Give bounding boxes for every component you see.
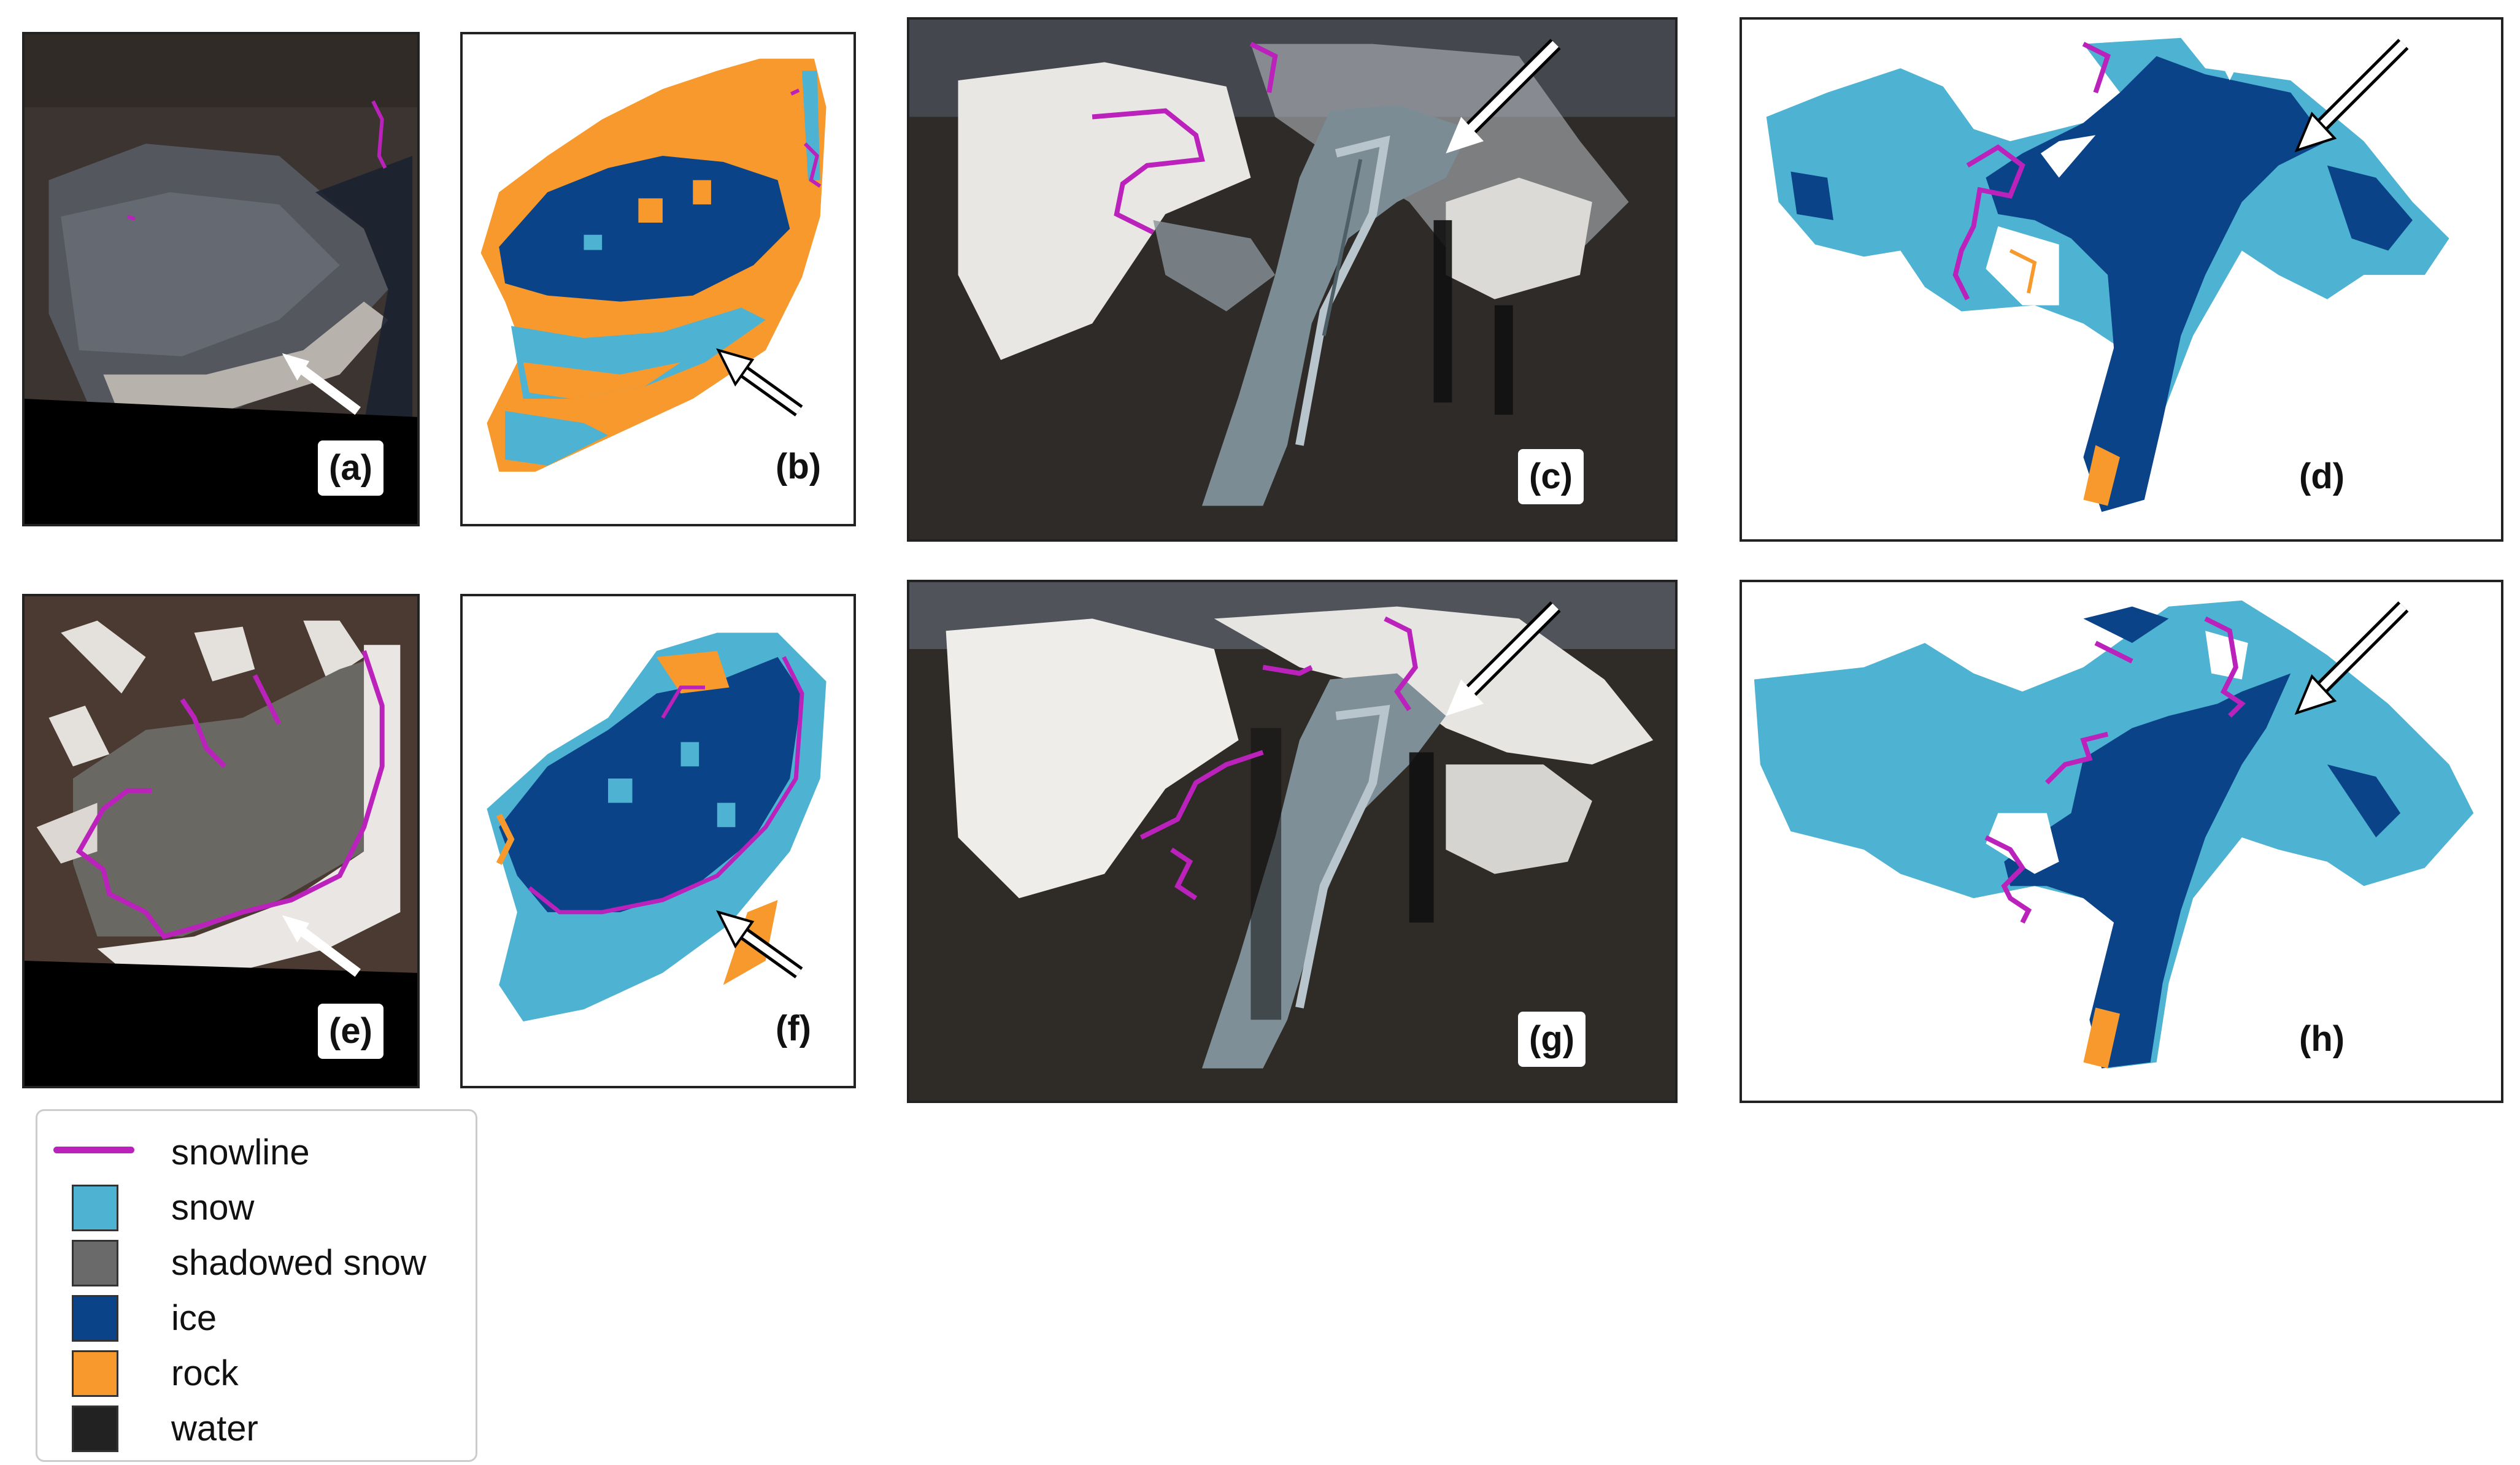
legend: snowline snow shadowed snow ice rock wat… [36, 1109, 477, 1462]
legend-item-snow: snow [37, 1179, 476, 1231]
shadowed-snow-swatch [72, 1240, 118, 1286]
snowline-line-swatch [53, 1147, 134, 1153]
panel-a-image: (a) [22, 32, 420, 526]
rock-swatch [72, 1350, 118, 1397]
panel-f-classification-map [487, 633, 827, 1022]
panel-f-label: (f) [765, 1001, 822, 1056]
panel-a-label: (a) [318, 440, 383, 496]
panel-d-label: (d) [2288, 449, 2356, 504]
legend-item-rock: rock [37, 1344, 476, 1397]
legend-item-snowline: snowline [37, 1123, 476, 1172]
legend-label-snow: snow [171, 1188, 255, 1228]
panel-g-image: (g) [907, 580, 1678, 1103]
legend-label-water: water [171, 1409, 258, 1448]
panel-e-image: (e) [22, 594, 420, 1088]
panel-c-label: (c) [1518, 449, 1584, 504]
panel-g-satellite-image [909, 582, 1675, 1101]
legend-item-ice: ice [37, 1289, 476, 1342]
panel-c-image: (c) [907, 17, 1678, 542]
legend-label-ice: ice [171, 1298, 217, 1338]
snow-swatch [72, 1185, 118, 1231]
panel-a-satellite-image [25, 34, 417, 524]
water-swatch [72, 1405, 118, 1452]
panel-c-satellite-image [909, 20, 1675, 539]
panel-b-map: (b) [460, 32, 856, 526]
panel-d-classification-map [1766, 37, 2449, 512]
panel-g-label: (g) [1518, 1012, 1586, 1067]
legend-label-shadowed-snow: shadowed snow [171, 1243, 426, 1283]
legend-item-shadowed-snow: shadowed snow [37, 1234, 476, 1286]
panel-b-label: (b) [765, 439, 833, 494]
panel-e-label: (e) [318, 1004, 383, 1059]
legend-label-rock: rock [171, 1353, 239, 1393]
legend-item-water: water [37, 1399, 476, 1452]
panel-f-map: (f) [460, 594, 856, 1088]
panel-h-label: (h) [2288, 1012, 2356, 1067]
ice-swatch [72, 1295, 118, 1342]
legend-label-snowline: snowline [171, 1132, 310, 1172]
panel-h-map: (h) [1740, 580, 2503, 1103]
panel-d-map: (d) [1740, 17, 2503, 542]
panel-b-classification-map [480, 58, 827, 472]
panel-h-classification-map [1754, 600, 2474, 1069]
